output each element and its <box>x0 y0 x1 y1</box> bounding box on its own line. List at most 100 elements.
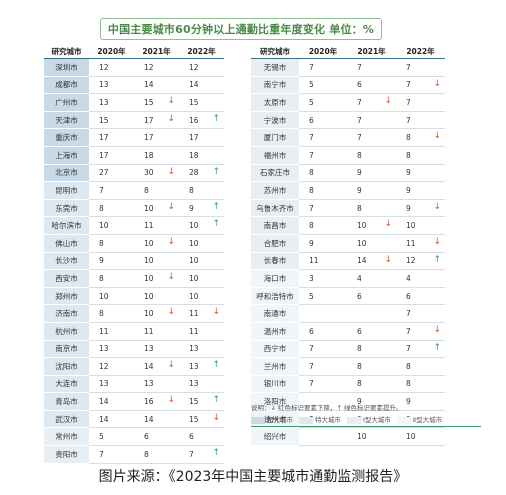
value-text: 15 <box>189 397 199 407</box>
value-text: 7 <box>357 115 362 125</box>
value-cell-2021: 10 <box>347 427 396 447</box>
value-cell-2022: 9 <box>396 181 445 200</box>
city-cell: 海口市 <box>251 269 299 288</box>
city-cell: 乌鲁木齐市 <box>251 199 299 218</box>
table-row: 深圳市 12 12 12 <box>44 58 224 77</box>
arrow-up-icon: ↑ <box>212 219 220 230</box>
city-cell: 昆明市 <box>44 181 89 200</box>
value-cell-2020: 9 <box>299 234 347 253</box>
value-text: 9 <box>99 256 104 266</box>
value-cell-2020: 17 <box>89 146 134 165</box>
value-cell-2020: 27 <box>89 164 134 183</box>
col-header-2020: 2020年 <box>89 44 134 59</box>
value-text: 10 <box>144 273 154 283</box>
value-text: 13 <box>99 80 109 90</box>
value-text: 8 <box>309 168 314 178</box>
value-text: 10 <box>144 291 154 301</box>
table-row: 徐州市899 <box>251 410 445 429</box>
value-cell-2021: 4 <box>347 269 396 288</box>
value-cell-2020: 11 <box>89 322 134 341</box>
value-cell-2022: 13 <box>179 375 224 394</box>
value-text: 10 <box>144 256 154 266</box>
value-text: 13 <box>189 379 199 389</box>
value-cell-2022: 7 <box>396 58 445 77</box>
value-cell-2020: 5 <box>299 76 347 95</box>
value-text: 8 <box>99 309 104 319</box>
value-text: 16 <box>144 397 154 407</box>
legend-swatch <box>251 416 265 424</box>
value-text: 12 <box>406 256 416 266</box>
value-text: 7 <box>309 150 314 160</box>
col-header-2021: 2021年 <box>134 44 179 59</box>
value-text: 14 <box>144 80 154 90</box>
value-text: 10 <box>357 238 367 248</box>
value-cell-2021: 7 <box>347 111 396 130</box>
value-cell-2022: 11 ↓ <box>396 234 445 253</box>
table-row: 武汉市 14 14 15 ↓ <box>44 410 224 429</box>
value-cell-2021: 13 <box>134 340 179 359</box>
value-cell-2021: 6 <box>347 76 396 95</box>
value-text: 3 <box>309 273 314 283</box>
value-cell-2022: 28 ↑ <box>179 164 224 183</box>
source-caption: 图片来源：《2023年中国主要城市通勤监测报告》 <box>98 469 408 485</box>
value-cell-2022: 9 <box>396 392 445 411</box>
city-cell: 贵阳市 <box>44 445 89 464</box>
value-cell-2022: 10 ↑ <box>179 216 224 235</box>
value-cell-2022: 10 <box>179 269 224 288</box>
city-cell: 哈尔滨市 <box>44 216 89 235</box>
value-cell-2020: 7 <box>89 181 134 200</box>
value-cell-2021: 12 <box>134 58 179 77</box>
table-row: 乌鲁木齐市 7 8 9 ↓ <box>251 199 445 218</box>
value-text: 14 <box>357 256 367 266</box>
legend-swatch <box>396 416 411 424</box>
value-text: 7 <box>309 133 314 143</box>
value-cell-2021: 8 <box>134 445 179 464</box>
value-cell-2020: 13 <box>89 340 134 359</box>
value-cell-2020: 17 <box>89 128 134 147</box>
value-cell-2021: 9 <box>347 392 396 411</box>
arrow-down-icon: ↓ <box>167 166 175 177</box>
city-cell: 大连市 <box>44 375 89 394</box>
city-cell: 宁波市 <box>251 111 299 130</box>
value-text: 6 <box>357 326 362 336</box>
table-row: 温州市 6 6 7 ↓ <box>251 322 445 341</box>
arrow-up-icon: ↑ <box>212 201 220 212</box>
value-cell-2020: 11 <box>299 252 347 271</box>
value-cell-2021: 10 ↓ <box>347 216 396 235</box>
legend-label: Ⅰ型大城市 <box>363 416 391 424</box>
value-text: 10 <box>189 221 199 231</box>
value-text: 10 <box>99 221 109 231</box>
value-cell-2022: 6 <box>396 287 445 306</box>
arrow-down-icon: ↓ <box>433 78 441 89</box>
value-cell-2021: 9 <box>347 181 396 200</box>
value-text: 8 <box>357 344 362 354</box>
table-row: 天津市 15 17 ↓ 16 ↑ <box>44 111 224 130</box>
value-cell-2021: 16 ↓ <box>134 392 179 411</box>
divider <box>251 426 481 427</box>
city-cell: 杭州市 <box>44 322 89 341</box>
value-text: 13 <box>144 379 154 389</box>
table-row: 长春市 11 14 ↓ 12 ↑ <box>251 252 445 271</box>
value-cell-2022: 7 <box>396 111 445 130</box>
value-text: 17 <box>189 133 199 143</box>
chart-title: 中国主要城市60分钟以上通勤比重年度变化 单位：% <box>100 18 382 40</box>
value-text: 7 <box>189 449 194 459</box>
value-cell-2022: 10 <box>396 216 445 235</box>
value-text: 8 <box>406 361 411 371</box>
value-text: 7 <box>309 203 314 213</box>
city-cell: 厦门市 <box>251 128 299 147</box>
value-text: 9 <box>406 185 411 195</box>
value-cell-2021: 17 ↓ <box>134 111 179 130</box>
arrow-up-icon: ↑ <box>433 254 441 265</box>
value-text: 7 <box>357 97 362 107</box>
value-text: 8 <box>357 150 362 160</box>
value-text: 9 <box>406 397 411 407</box>
value-text: 6 <box>309 115 314 125</box>
value-text: 8 <box>189 185 194 195</box>
city-cell: 南通市 <box>251 304 299 323</box>
value-cell-2022: 7 ↓ <box>396 76 445 95</box>
legend-label: 特大城市 <box>315 416 341 424</box>
value-text: 11 <box>189 309 199 319</box>
table-row: 西安市 8 10 ↓ 10 <box>44 269 224 288</box>
value-text: 9 <box>357 397 362 407</box>
